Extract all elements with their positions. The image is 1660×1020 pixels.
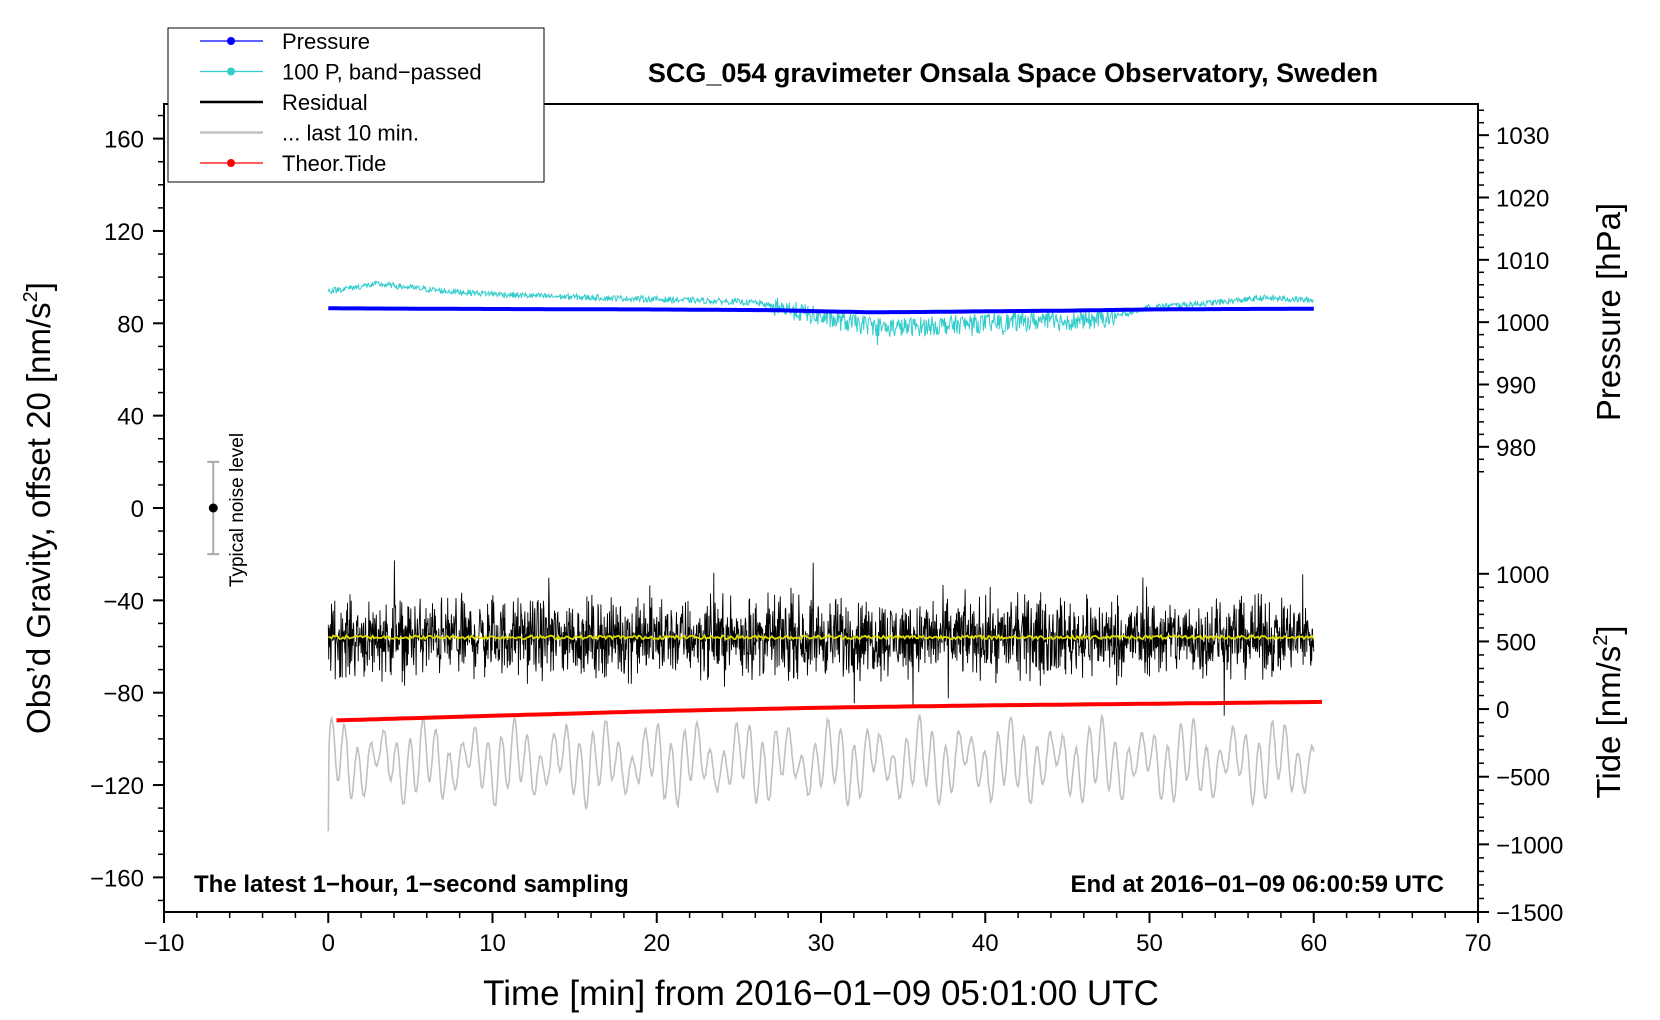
annotation-end-time: End at 2016−01−09 06:00:59 UTC [1070,871,1444,898]
x-tick-label: 30 [808,930,835,957]
y-tick-label: 0 [131,496,144,523]
pressure-axis-label: Pressure [hPa] [1590,203,1627,421]
x-tick-label: −10 [144,930,185,957]
legend-box [167,27,545,183]
series-residual [327,560,1315,716]
x-axis: −10 0 10 20 30 40 50 60 70 [144,912,1492,957]
pressure-tick-label: 1000 [1496,310,1549,337]
x-tick-label: 70 [1465,930,1492,957]
legend-label: Residual [282,90,368,115]
series-band-passed-pressure [327,280,1314,346]
pressure-tick-label: 990 [1496,372,1536,399]
y-tick-label: −80 [103,681,144,708]
tide-tick-label: 0 [1496,697,1509,724]
pressure-tick-label: 1030 [1496,123,1549,150]
y-tick-label: 160 [104,127,144,154]
noise-bar-label: Typical noise level [227,433,248,587]
y-axis-pressure: 1030 1020 1010 1000 990 980 [1478,109,1549,473]
tide-axis-label: Tide [nm/s2] [1590,625,1627,798]
series-last-10-min [327,712,1315,832]
pressure-tick-label: 1010 [1496,248,1549,275]
series-layer [327,280,1323,832]
x-tick-label: 20 [643,930,670,957]
noise-bar-center [208,503,218,513]
tide-tick-label: −1500 [1496,900,1563,927]
y-axis-tide: 1000 500 0 −500 −1000 −1500 [1478,562,1563,927]
legend-marker [227,37,235,45]
tide-tick-label: 1000 [1496,562,1549,589]
y-axis-left: 160 120 80 40 0 −40 −80 −120 −160 [90,114,164,902]
series-theoretical-tide [336,699,1323,723]
noise-bar [207,460,220,556]
pressure-tick-label: 1020 [1496,185,1549,212]
tide-tick-label: 500 [1496,629,1536,656]
y-tick-label: −40 [103,588,144,615]
x-tick-label: 40 [972,930,999,957]
legend-label: ... last 10 min. [282,121,419,146]
y-tick-label: 80 [117,311,144,338]
x-tick-label: 60 [1300,930,1327,957]
y-axis-left-label: Obs’d Gravity, offset 20 [nm/s2] [20,282,57,734]
legend-label: Pressure [282,29,370,54]
annotation-sampling: The latest 1−hour, 1−second sampling [194,871,629,898]
x-tick-label: 0 [322,930,335,957]
legend-marker [227,159,235,167]
y-tick-label: −160 [90,865,144,892]
x-tick-label: 10 [479,930,506,957]
pressure-tick-label: 980 [1496,435,1536,462]
legend-label: 100 P, band−passed [282,60,482,85]
y-tick-label: 120 [104,219,144,246]
legend: Pressure 100 P, band−passed Residual ... la… [167,27,545,183]
y-tick-label: −120 [90,773,144,800]
y-tick-label: 40 [117,404,144,431]
tide-tick-label: −500 [1496,765,1550,792]
plot-frame [163,103,1479,913]
series-residual-smoothed [328,633,1315,641]
legend-marker [227,67,235,76]
legend-label: Theor.Tide [282,151,386,176]
chart-title: SCG_054 gravimeter Onsala Space Observat… [648,58,1378,88]
tide-tick-label: −1000 [1496,832,1563,859]
x-tick-label: 50 [1136,930,1163,957]
x-axis-label: Time [min] from 2016−01−09 05:01:00 UTC [483,974,1159,1013]
series-pressure [328,306,1314,315]
